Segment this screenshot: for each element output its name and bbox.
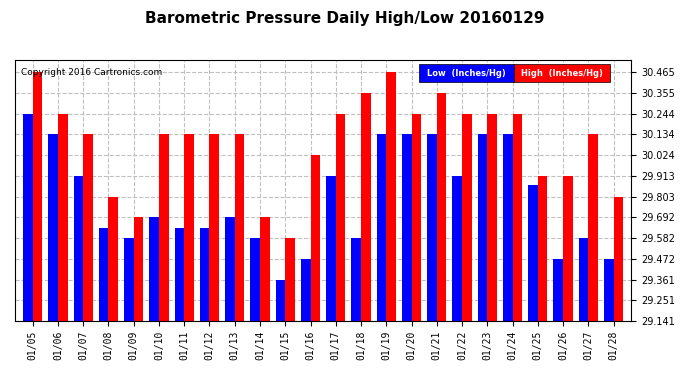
Bar	[377, 134, 386, 321]
Bar	[402, 134, 411, 321]
Bar	[235, 134, 244, 321]
Bar	[250, 238, 260, 321]
Bar	[32, 72, 42, 321]
Text: Low  (Inches/Hg): Low (Inches/Hg)	[427, 69, 506, 78]
Bar	[513, 114, 522, 321]
Bar	[99, 228, 108, 321]
FancyBboxPatch shape	[514, 64, 610, 82]
Bar	[134, 217, 144, 321]
Bar	[613, 196, 623, 321]
Bar	[351, 238, 361, 321]
Bar	[225, 217, 235, 321]
Bar	[453, 176, 462, 321]
Bar	[260, 217, 270, 321]
Bar	[210, 134, 219, 321]
Bar	[529, 186, 538, 321]
Text: Copyright 2016 Cartronics.com: Copyright 2016 Cartronics.com	[21, 68, 162, 77]
Text: Barometric Pressure Daily High/Low 20160129: Barometric Pressure Daily High/Low 20160…	[146, 11, 544, 26]
Bar	[538, 176, 547, 321]
Bar	[503, 134, 513, 321]
Text: High  (Inches/Hg): High (Inches/Hg)	[521, 69, 603, 78]
Bar	[184, 134, 194, 321]
Bar	[310, 155, 320, 321]
Bar	[361, 93, 371, 321]
FancyBboxPatch shape	[419, 64, 514, 82]
Bar	[200, 228, 210, 321]
Bar	[149, 217, 159, 321]
Bar	[487, 114, 497, 321]
Bar	[604, 259, 613, 321]
Bar	[124, 238, 134, 321]
Bar	[175, 228, 184, 321]
Bar	[437, 93, 446, 321]
Bar	[301, 259, 310, 321]
Bar	[462, 114, 472, 321]
Bar	[579, 238, 589, 321]
Bar	[427, 134, 437, 321]
Bar	[58, 114, 68, 321]
Bar	[83, 134, 92, 321]
Bar	[23, 114, 32, 321]
Bar	[563, 176, 573, 321]
Bar	[386, 72, 396, 321]
Bar	[411, 114, 421, 321]
Bar	[589, 134, 598, 321]
Bar	[108, 196, 118, 321]
Bar	[477, 134, 487, 321]
Bar	[276, 280, 285, 321]
Bar	[336, 114, 346, 321]
Bar	[159, 134, 168, 321]
Bar	[553, 259, 563, 321]
Bar	[326, 176, 336, 321]
Bar	[285, 238, 295, 321]
Bar	[48, 134, 58, 321]
Bar	[74, 176, 83, 321]
